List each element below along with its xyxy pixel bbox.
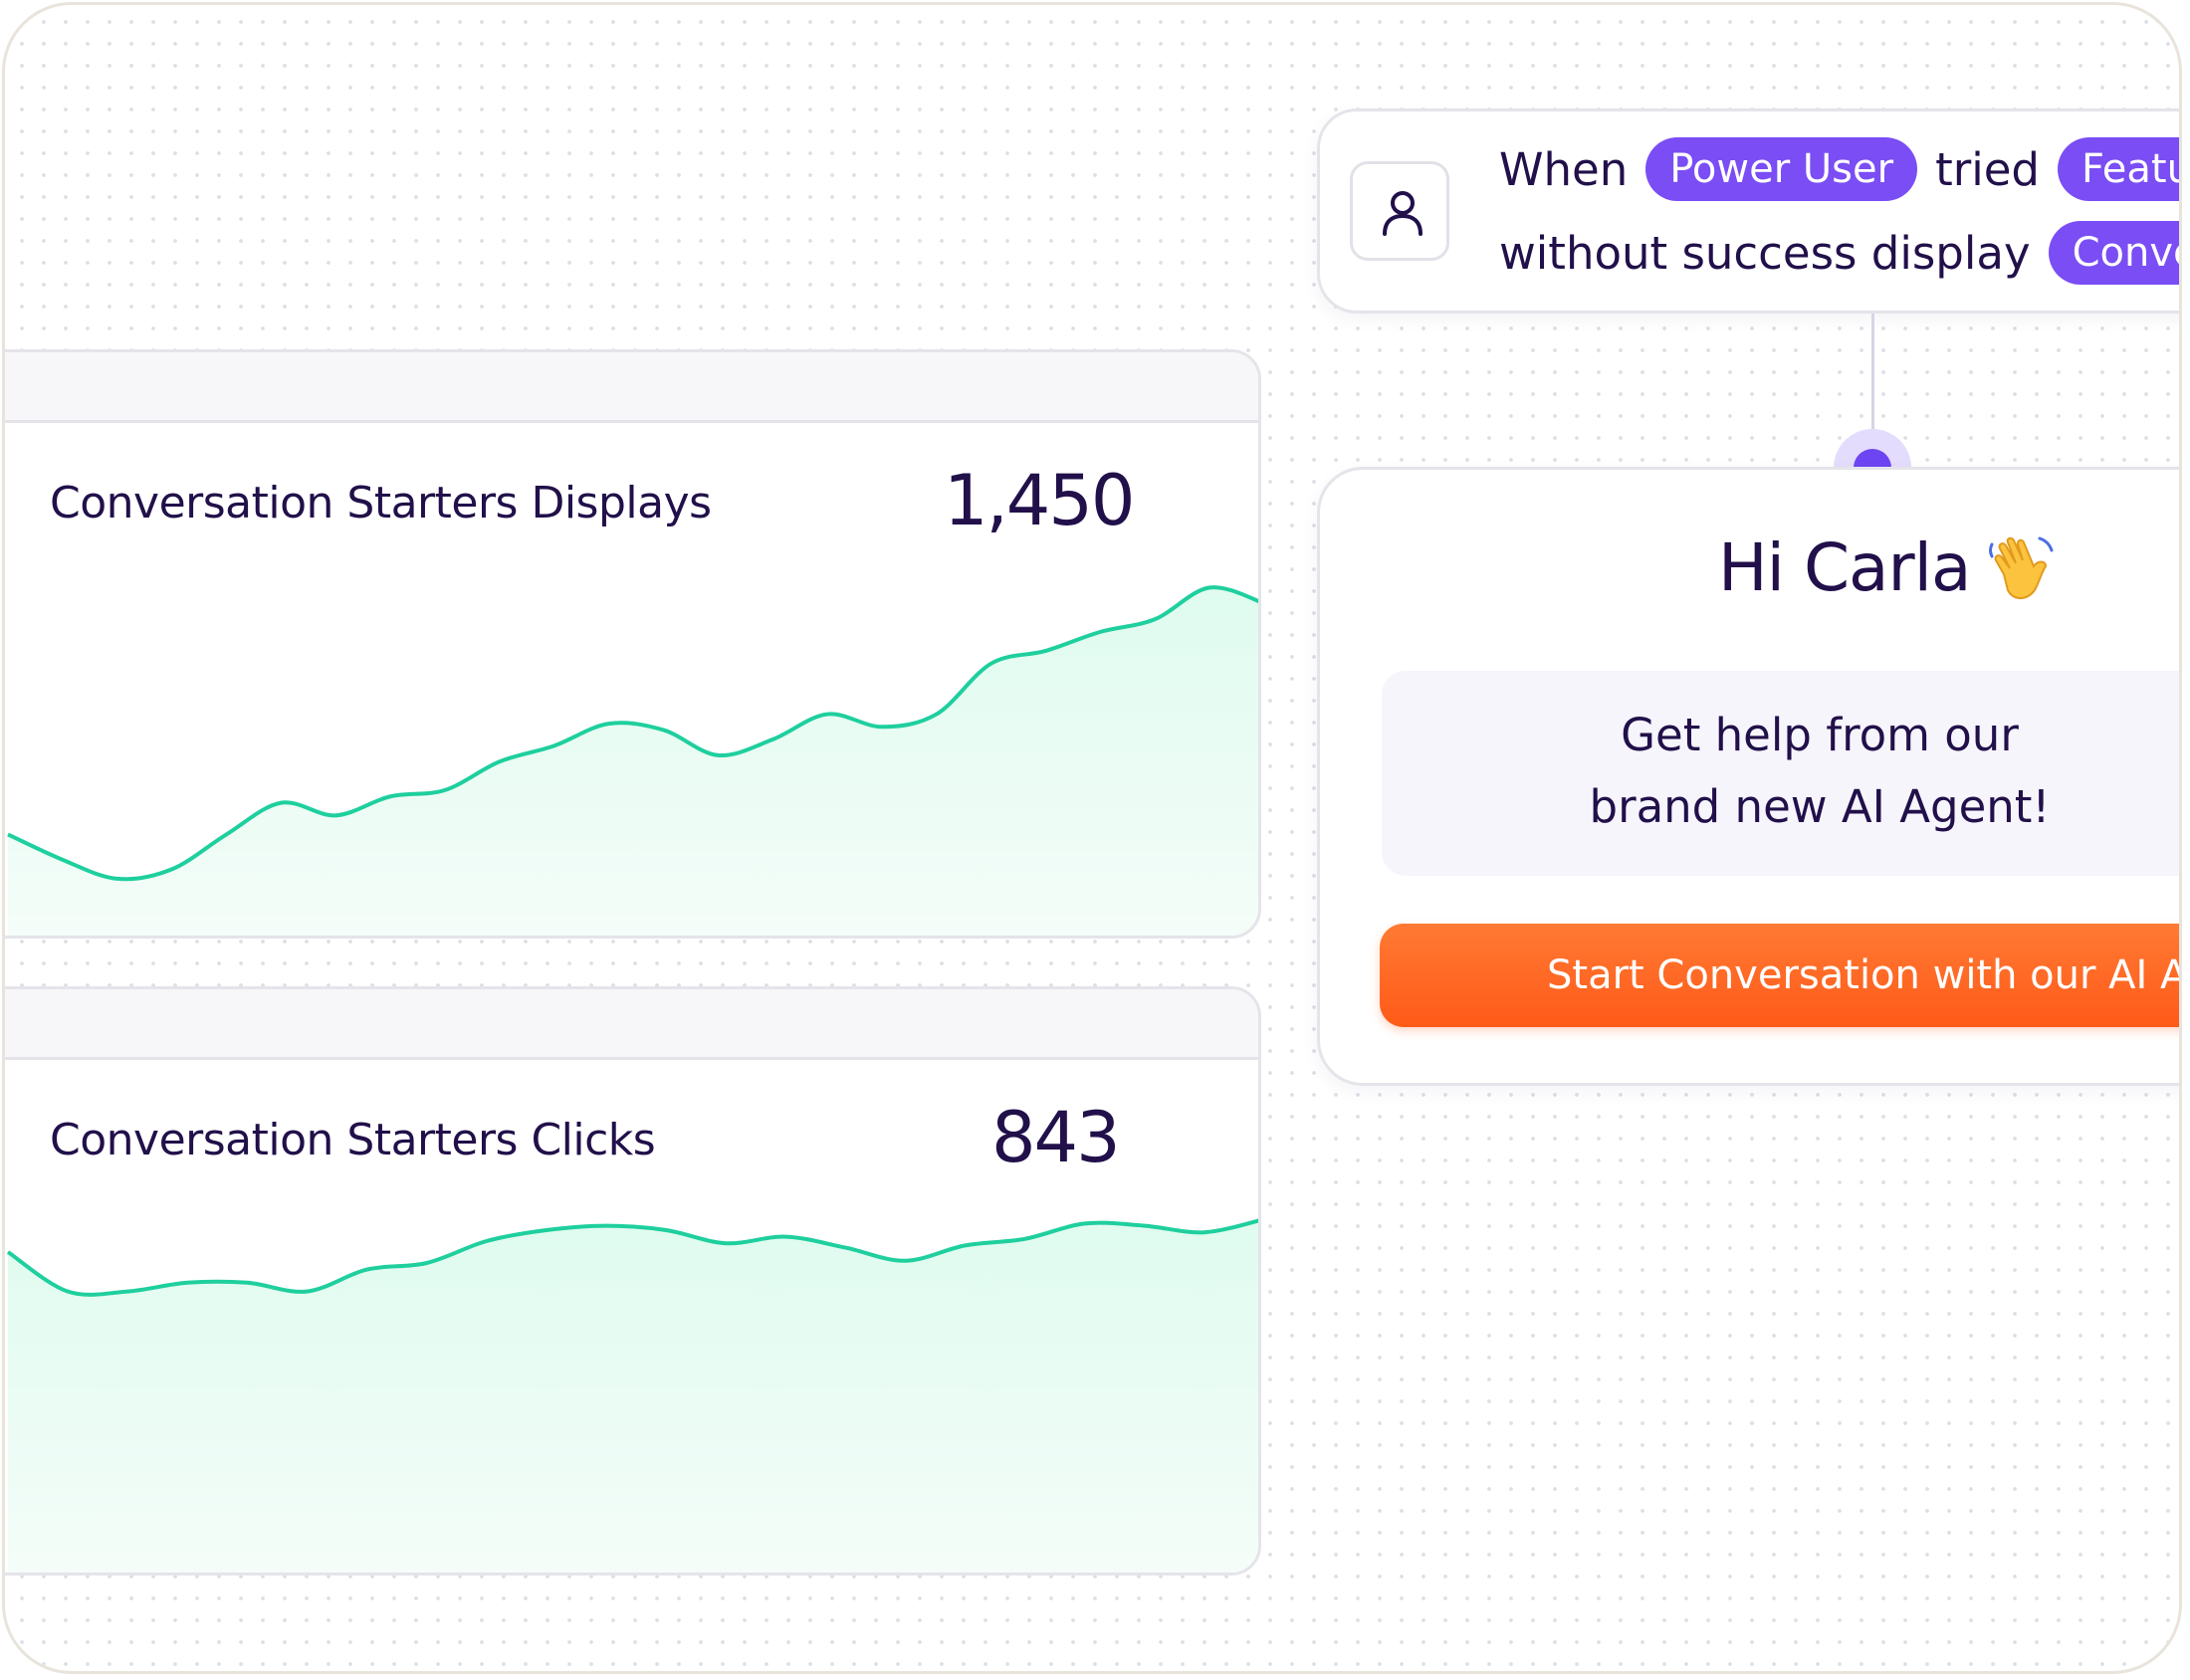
user-icon [1383,191,1423,236]
help-text-line-2: brand new AI Agent! [1589,780,2051,833]
metric-card-displays[interactable]: Conversation Starters Displays 1,450 [5,349,1261,939]
metric-title: Conversation Starters Displays [50,478,712,528]
greeting-heading: Hi Carla [1718,529,2060,606]
clicks-area-chart [6,1218,1258,1573]
waving-hand-icon [1989,536,2054,599]
help-message-box: Get help from our brand new AI Agent! [1382,671,2179,876]
action-pill[interactable]: Conversa [2048,221,2179,285]
trigger-line-2: without success display Conversa [1499,221,2179,285]
trigger-rule-card[interactable]: When Power User tried Feature without su… [1317,108,2179,314]
message-preview-card[interactable]: Hi Carla Get help from our brand new AI … [1317,467,2179,1086]
trigger-word: without success display [1499,226,2031,280]
feature-pill[interactable]: Feature [2057,137,2179,201]
metric-value: 1,450 [944,460,1135,541]
start-conversation-button[interactable]: Start Conversation with our AI Agent [1380,924,2179,1027]
metric-title: Conversation Starters Clicks [50,1115,656,1165]
help-text-line-1: Get help from our [1621,709,2019,761]
trigger-word: When [1499,142,1629,196]
metric-card-clicks[interactable]: Conversation Starters Clicks 843 [5,986,1261,1575]
metric-card-header [5,352,1258,423]
trigger-word: tried [1935,142,2040,196]
segment-avatar-button[interactable] [1350,161,1449,261]
chart-area-fill [8,587,1258,936]
metric-value: 843 [991,1097,1121,1178]
greeting-text: Hi Carla [1718,529,1971,606]
chart-series-line [6,1218,1258,1297]
chart-series-line [7,585,1258,882]
chart-area-fill [8,1220,1258,1573]
segment-pill[interactable]: Power User [1645,137,1918,201]
displays-area-chart [7,585,1258,936]
trigger-line-1: When Power User tried Feature [1499,137,2179,201]
metric-card-header [5,989,1258,1060]
flow-connector-line [1871,314,1874,463]
